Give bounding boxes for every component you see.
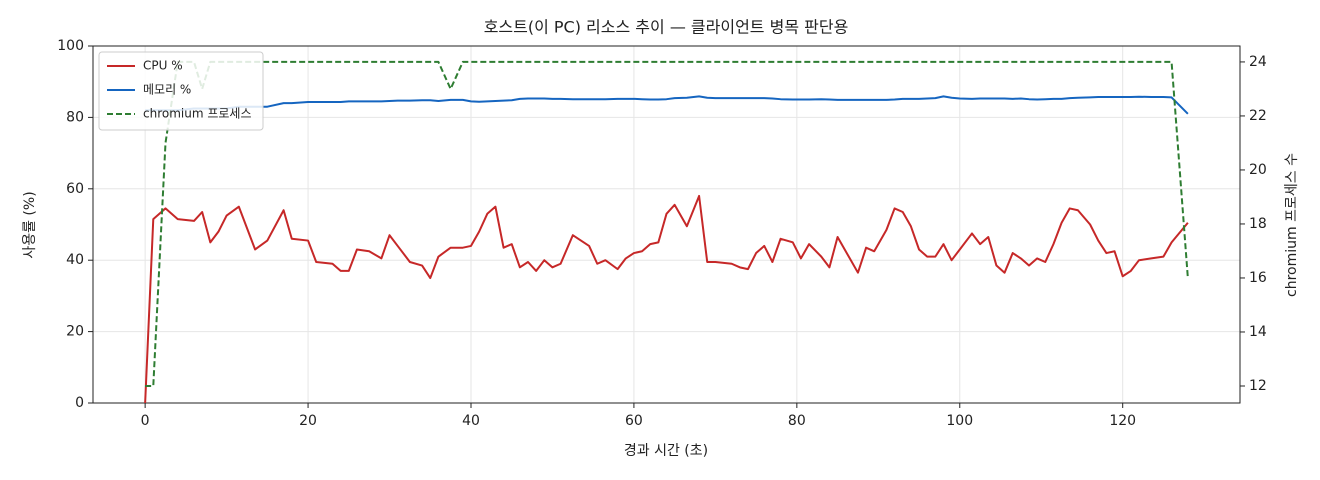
y2-tick-label: 14 <box>1249 324 1267 340</box>
series-line <box>144 194 1189 404</box>
y2-tick-label: 20 <box>1249 162 1267 178</box>
series-line <box>145 60 1189 387</box>
y-tick-label: 40 <box>66 252 84 268</box>
y-axis-label: 사용률 (%) <box>22 191 38 258</box>
y2-tick-label: 12 <box>1249 378 1267 394</box>
legend-label: CPU % <box>143 59 183 73</box>
plot-frame <box>92 45 1241 404</box>
x-tick-label: 20 <box>299 413 317 429</box>
x-axis-label: 경과 시간 (초) <box>624 443 708 459</box>
x-tick-label: 80 <box>788 413 806 429</box>
y-tick-label: 100 <box>57 38 84 54</box>
x-tick-label: 60 <box>625 413 643 429</box>
chart-title: 호스트(이 PC) 리소스 추이 — 클라이언트 병목 판단용 <box>484 18 849 37</box>
y-tick-label: 20 <box>66 324 84 340</box>
legend-label: 메모리 % <box>143 83 191 97</box>
series-line <box>145 95 1189 115</box>
x-tick-label: 120 <box>1109 413 1136 429</box>
y-tick-label: 60 <box>66 181 84 197</box>
y2-axis-label: chromium 프로세스 수 <box>1284 153 1300 297</box>
y2-tick-label: 22 <box>1249 108 1267 124</box>
y2-tick-label: 16 <box>1249 270 1267 286</box>
y2-tick-label: 24 <box>1249 54 1267 70</box>
legend-box <box>98 51 264 131</box>
x-tick-label: 100 <box>946 413 973 429</box>
x-tick-label: 40 <box>462 413 480 429</box>
y-tick-label: 0 <box>75 395 84 411</box>
y-tick-label: 80 <box>66 109 84 125</box>
y2-tick-label: 18 <box>1249 216 1267 232</box>
legend-label: chromium 프로세스 <box>143 107 252 121</box>
x-tick-label: 0 <box>141 413 150 429</box>
